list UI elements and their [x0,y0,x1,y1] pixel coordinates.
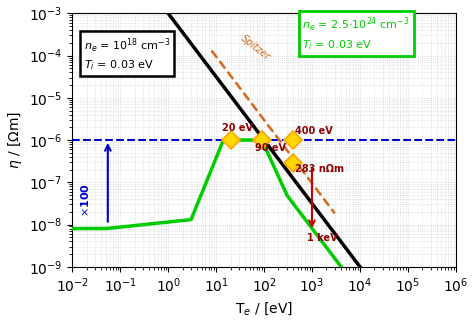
Text: $n_e$ = 2.5$\cdot$$10^{24}$ cm$^{-3}$
$T_i$ = 0.03 eV: $n_e$ = 2.5$\cdot$$10^{24}$ cm$^{-3}$ $T… [302,16,410,52]
Text: $n_e$ = $10^{18}$ cm$^{-3}$
$T_i$ = 0.03 eV: $n_e$ = $10^{18}$ cm$^{-3}$ $T_i$ = 0.03… [84,36,170,72]
Text: 1 keV: 1 keV [307,233,338,243]
Text: 90 eV: 90 eV [255,143,286,153]
Text: 20 eV: 20 eV [221,123,253,133]
Text: 400 eV: 400 eV [295,126,333,136]
Text: 283 nΩm: 283 nΩm [295,163,344,173]
Text: $\times$100: $\times$100 [79,183,91,217]
Y-axis label: $\eta$ / [$\Omega$m]: $\eta$ / [$\Omega$m] [6,111,24,169]
X-axis label: T$_e$ / [eV]: T$_e$ / [eV] [235,301,293,318]
Text: Spitzer: Spitzer [239,33,272,62]
